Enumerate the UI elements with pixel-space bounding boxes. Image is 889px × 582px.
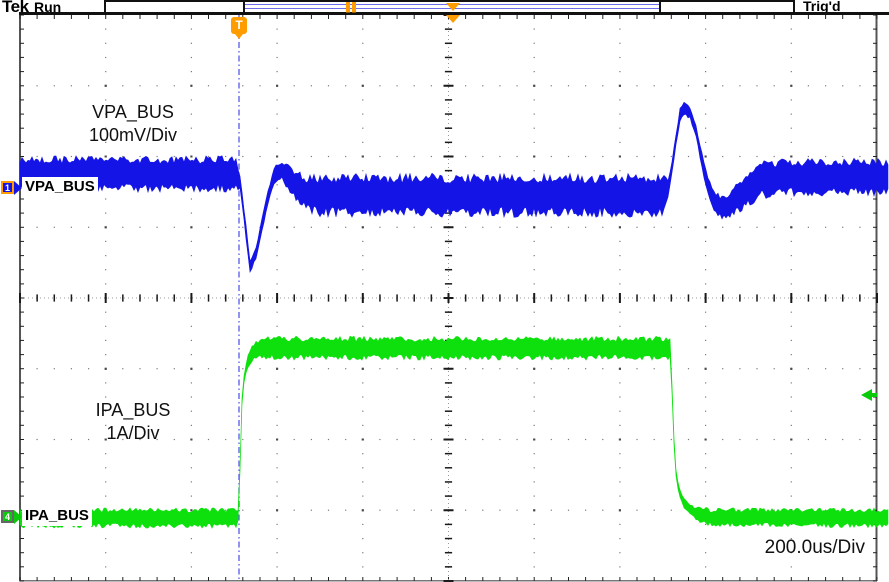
ch4-waveform-label: IPA_BUS (22, 506, 92, 526)
acquisition-status: Run (34, 0, 62, 15)
ch4-waveform (19, 335, 889, 529)
trigger-flag-apex-icon (235, 34, 243, 39)
expansion-point-icon (352, 2, 356, 13)
ch4-annotation-name: IPA_BUS (95, 400, 171, 420)
zoom-bracket-left-cap (243, 1, 245, 12)
ch4-annotation-scale: 1A/Div (106, 423, 160, 443)
graticule-top-border (19, 12, 889, 15)
zoom-bracket-right-cap (659, 1, 661, 12)
ch4-level-arrow-icon (861, 389, 872, 401)
trigger-flag-icon: T (231, 17, 247, 34)
trigger-status: Trig'd (803, 0, 841, 14)
timebase-label: 200.0us/Div (764, 537, 865, 558)
ch1-annotation: VPA_BUS 100mV/Div (58, 101, 208, 147)
screen-center-marker-icon (446, 3, 460, 11)
ch4-level-arrow-stem-icon (872, 393, 877, 397)
expansion-point-icon (346, 2, 350, 13)
ch1-marker-icon: 1 (1, 181, 14, 194)
ch1-annotation-scale: 100mV/Div (88, 125, 178, 145)
ch1-annotation-name: VPA_BUS (92, 102, 174, 122)
screen-center-marker-icon (446, 15, 460, 23)
ch4-marker-arrow-icon (14, 510, 22, 524)
ch4-marker-icon: 4 (1, 510, 14, 523)
ch1-waveform-label: VPA_BUS (22, 177, 98, 197)
ch4-annotation: IPA_BUS 1A/Div (58, 399, 208, 445)
ch1-marker-arrow-icon (14, 181, 22, 195)
ch1-waveform (19, 101, 889, 273)
